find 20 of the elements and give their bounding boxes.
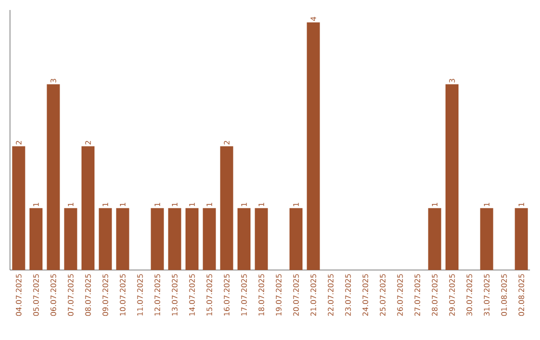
bar: [446, 84, 459, 270]
bar: [306, 22, 320, 270]
bar: [82, 146, 94, 270]
bar: [238, 208, 250, 270]
bar: [98, 208, 112, 270]
bar: [12, 146, 26, 270]
bar: [254, 208, 268, 270]
bar: [480, 208, 494, 270]
bar: [290, 208, 302, 270]
bar: [30, 208, 42, 270]
bar: [116, 208, 130, 270]
bar: [220, 146, 234, 270]
bar: [186, 208, 198, 270]
bar: [202, 208, 216, 270]
bar: [150, 208, 164, 270]
bar: [428, 208, 442, 270]
bar: [46, 84, 60, 270]
bar: [168, 208, 182, 270]
bar: [64, 208, 78, 270]
bar: [514, 208, 528, 270]
